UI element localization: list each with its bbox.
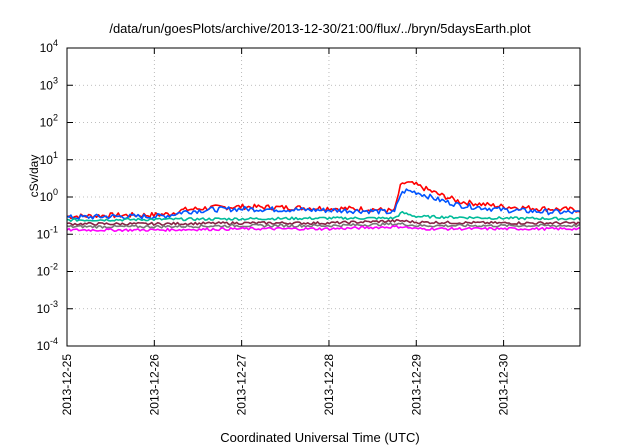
x-tick-label: 2013-12-30 xyxy=(497,354,511,416)
y-tick-label: 103 xyxy=(40,75,58,92)
x-tick-label: 2013-12-27 xyxy=(235,354,249,416)
x-tick-label: 2013-12-29 xyxy=(409,354,423,416)
x-tick-label: 2013-12-26 xyxy=(147,354,161,416)
x-tick-label: 2013-12-28 xyxy=(322,354,336,416)
y-tick-label: 10-4 xyxy=(37,336,58,353)
chart-title: /data/run/goesPlots/archive/2013-12-30/2… xyxy=(109,21,531,36)
x-axis-label: Coordinated Universal Time (UTC) xyxy=(220,430,420,445)
y-tick-label: 10-2 xyxy=(37,262,58,279)
series-line-5 xyxy=(66,222,581,229)
series-line-1 xyxy=(66,181,581,220)
x-tick-label: 2013-12-25 xyxy=(60,354,74,416)
y-tick-label: 10-1 xyxy=(37,224,58,241)
series-line-6 xyxy=(66,224,581,232)
y-tick-label: 102 xyxy=(40,113,58,130)
y-tick-label: 10-3 xyxy=(37,299,58,316)
series-line-3 xyxy=(66,210,581,222)
series-line-4 xyxy=(66,219,581,226)
series-line-2 xyxy=(66,188,581,220)
y-tick-label: 101 xyxy=(40,150,58,167)
y-tick-label: 100 xyxy=(40,187,58,204)
y-tick-label: 104 xyxy=(40,38,58,55)
